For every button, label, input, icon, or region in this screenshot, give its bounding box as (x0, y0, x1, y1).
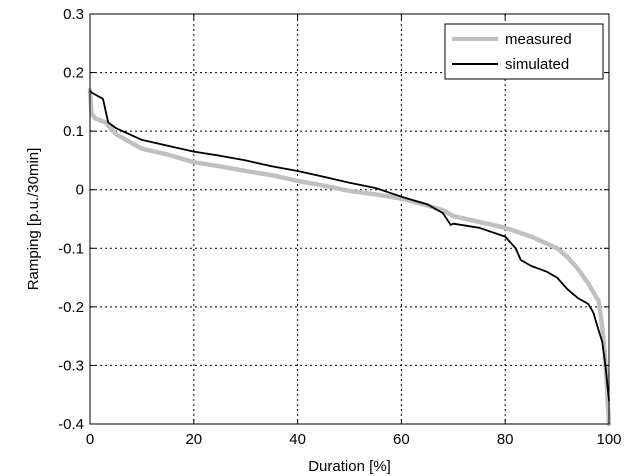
x-tick-label: 60 (393, 431, 410, 448)
x-tick-label: 80 (497, 431, 514, 448)
x-tick-label: 0 (86, 431, 94, 448)
y-axis-label: Ramping [p.u./30min] (25, 148, 42, 291)
y-tick-label: 0 (76, 182, 84, 199)
series-layer (87, 87, 612, 427)
y-tick-label: -0.3 (58, 357, 84, 374)
legend: measured simulated (444, 23, 604, 80)
series-line-simulated (89, 90, 610, 402)
x-axis-label: Duration [%] (308, 458, 391, 475)
y-tick-label: 0.3 (63, 6, 84, 23)
x-tick-label: 40 (289, 431, 306, 448)
y-tick-label: -0.1 (58, 240, 84, 257)
plot-background (90, 14, 609, 424)
x-tick-label: 20 (185, 431, 202, 448)
y-tick-label: -0.2 (58, 299, 84, 316)
grid-lines (90, 14, 609, 424)
axis-ticks (89, 13, 610, 425)
legend-label-simulated: simulated (505, 56, 569, 73)
plot-frame (89, 13, 610, 425)
y-tick-label: 0.1 (63, 123, 84, 140)
y-tick-labels: -0.4 -0.3 -0.2 -0.1 0 0.1 0.2 0.3 (58, 6, 84, 433)
legend-box (444, 23, 604, 80)
x-tick-label: 100 (596, 431, 621, 448)
series-line-measured (87, 87, 612, 427)
y-tick-label: -0.4 (58, 416, 84, 433)
y-tick-label: 0.2 (63, 65, 84, 82)
legend-label-measured: measured (505, 31, 572, 48)
x-tick-labels: 0 20 40 60 80 100 (86, 431, 622, 448)
